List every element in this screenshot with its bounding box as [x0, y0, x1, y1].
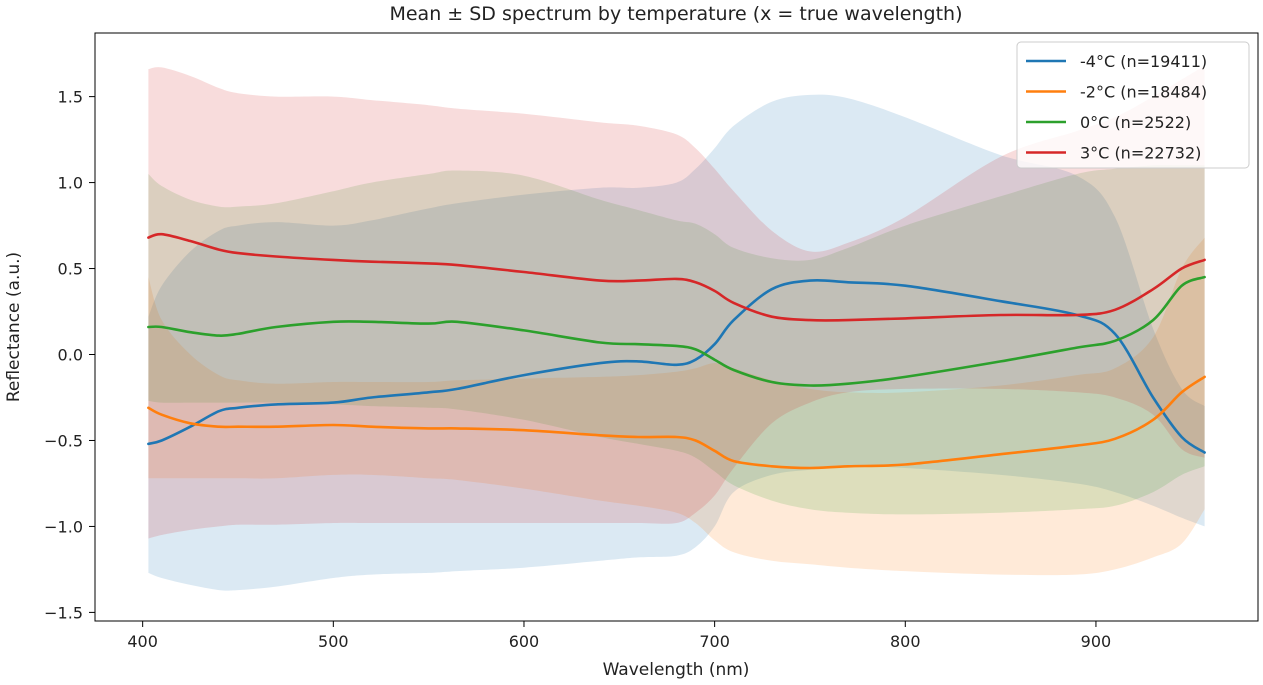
legend-box	[1016, 41, 1250, 169]
x-axis: 400 500 600 700 800 900	[127, 621, 1111, 651]
legend-label-2: 0°C (n=2522)	[1080, 113, 1191, 132]
sd-band-1	[148, 237, 1205, 576]
y-axis-label: Reflectance (a.u.)	[4, 252, 24, 402]
y-tick-label: 1.5	[58, 88, 83, 107]
sd-band-2	[148, 165, 1205, 515]
y-tick-label: 0.5	[58, 260, 83, 279]
x-tick-label: 700	[699, 632, 730, 651]
legend-label-3: 3°C (n=22732)	[1080, 144, 1201, 163]
x-tick-label: 900	[1081, 632, 1112, 651]
series-line-1	[147, 375, 1206, 470]
series-line-2	[147, 275, 1206, 387]
x-axis-label: Wavelength (nm)	[603, 660, 750, 680]
y-tick-label: −0.5	[44, 431, 83, 450]
y-tick-label: 0.0	[58, 346, 83, 365]
y-axis: −1.5 −1.0 −0.5 0.0 0.5 1.0 1.5	[44, 88, 95, 622]
x-tick-label: 600	[509, 632, 540, 651]
plot-frame	[94, 32, 1259, 622]
sd-bands	[148, 65, 1205, 591]
x-tick-label: 800	[890, 632, 921, 651]
x-tick-label: 400	[127, 632, 158, 651]
legend: -4°C (n=19411) -2°C (n=18484) 0°C (n=2522)…	[1016, 41, 1250, 169]
legend-label-0: -4°C (n=19411)	[1080, 52, 1207, 71]
legend-label-1: -2°C (n=18484)	[1080, 83, 1207, 102]
chart-title: Mean ± SD spectrum by temperature (x = t…	[389, 3, 962, 25]
sd-band-3	[148, 65, 1205, 539]
x-tick-label: 500	[318, 632, 349, 651]
sd-band-0	[148, 94, 1205, 591]
y-tick-label: −1.5	[44, 603, 83, 622]
series-line-3	[147, 232, 1206, 322]
series-line-0	[147, 278, 1206, 454]
y-tick-label: 1.0	[58, 174, 83, 193]
y-tick-label: −1.0	[44, 517, 83, 536]
mean-lines	[147, 232, 1206, 470]
